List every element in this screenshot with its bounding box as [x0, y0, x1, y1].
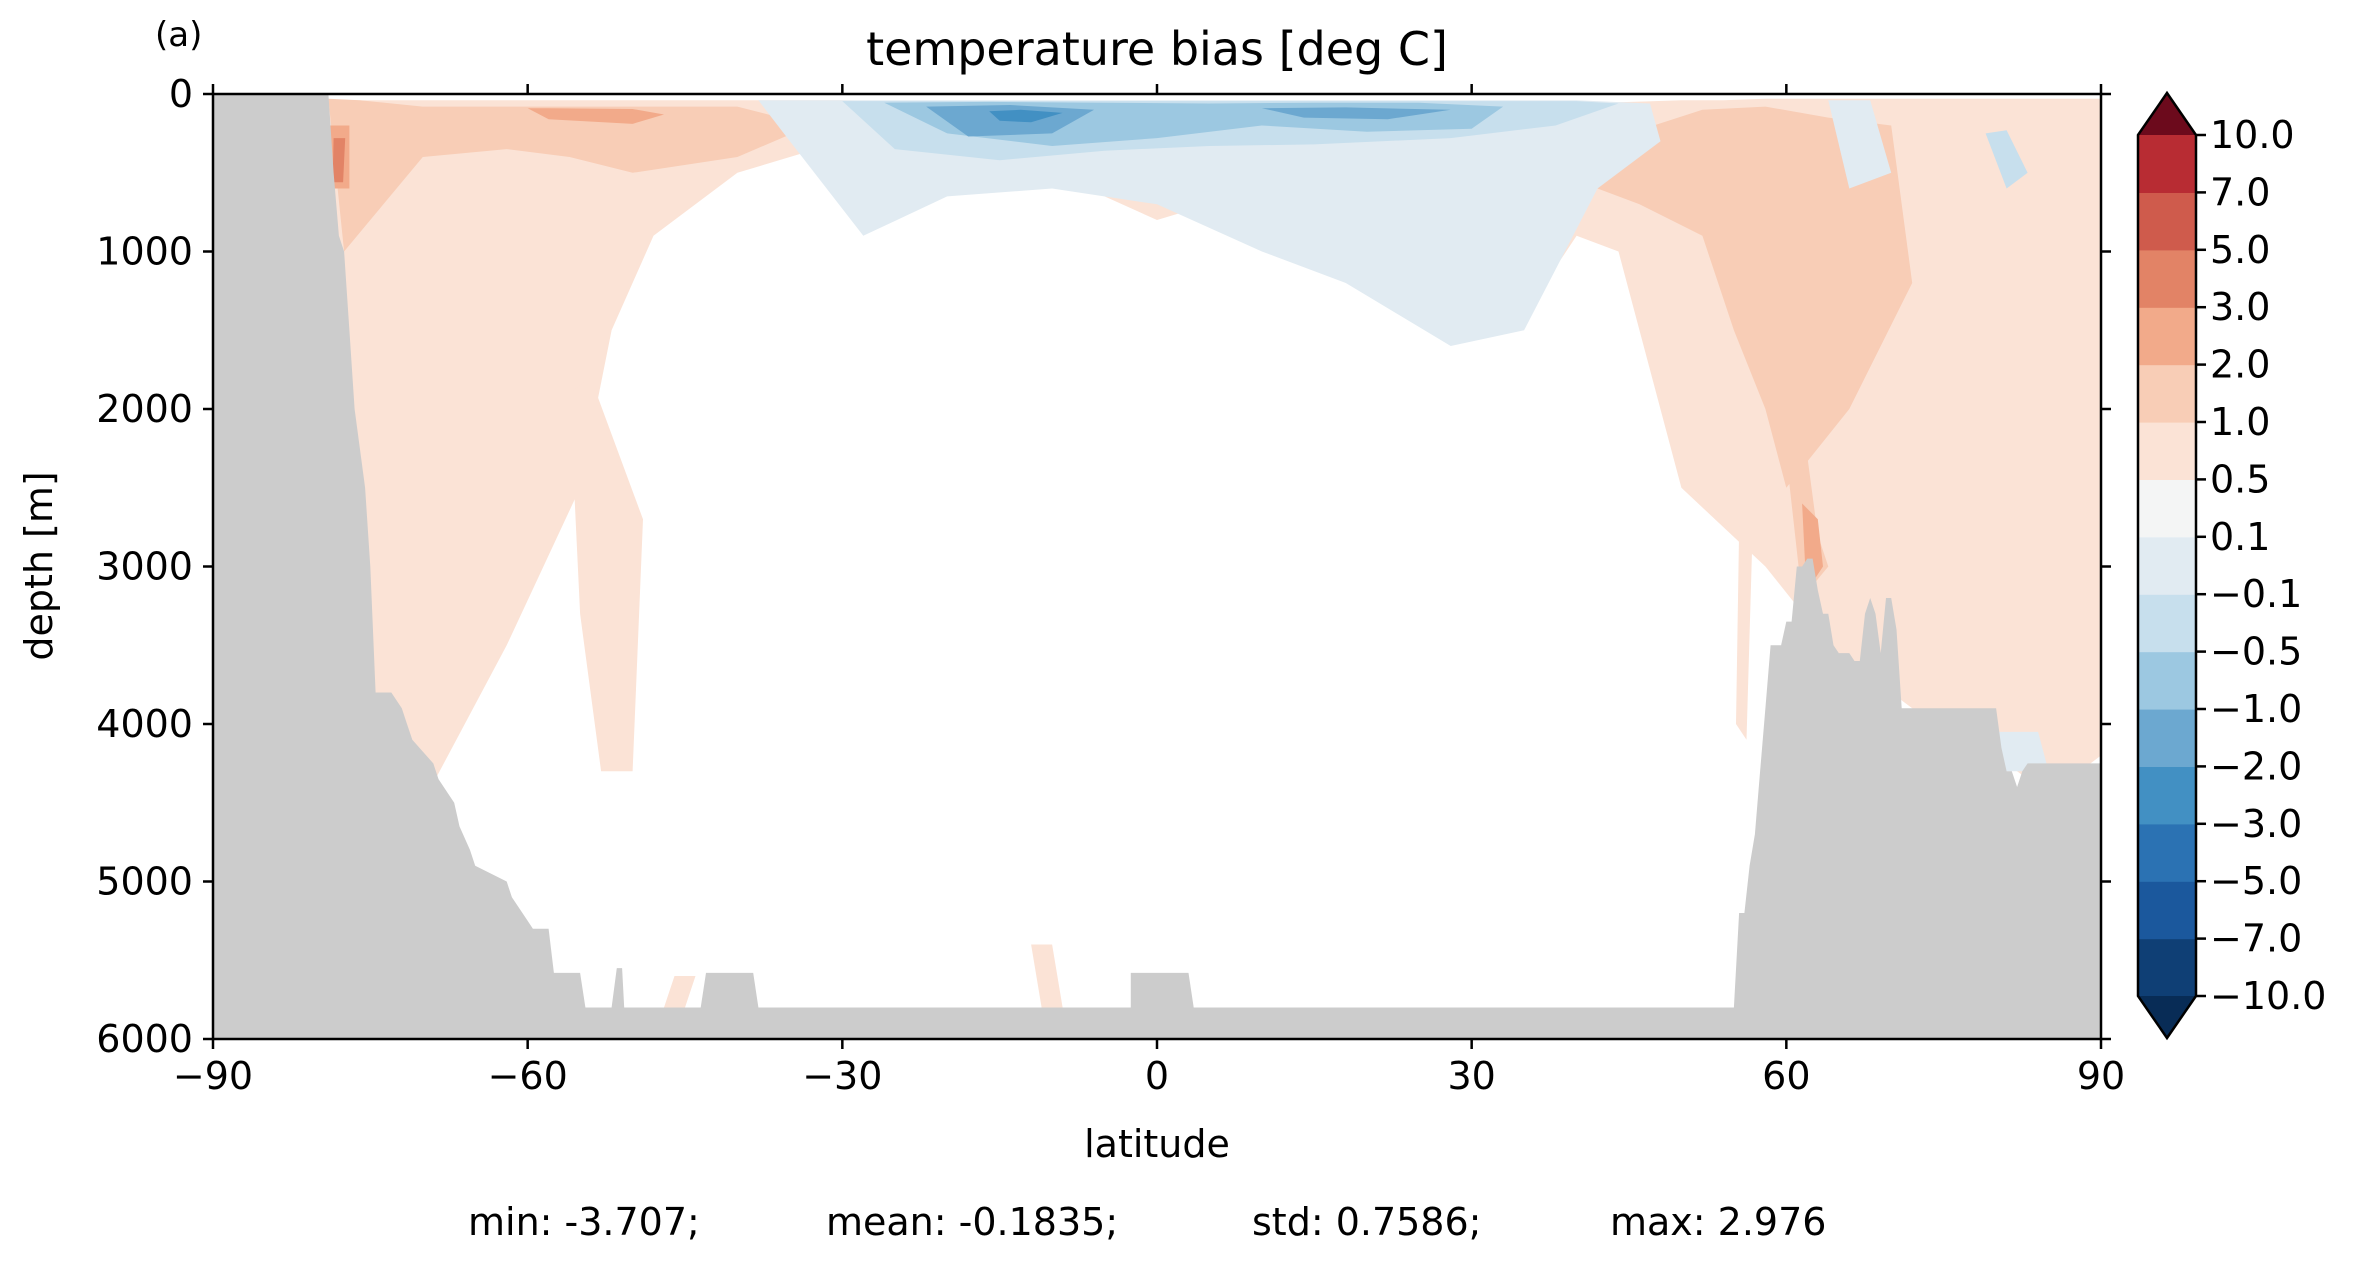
y-tick-label: 3000	[96, 545, 193, 589]
colorbar-tick-label: −1.0	[2210, 687, 2302, 731]
colorbar-extend-max	[2138, 93, 2196, 135]
colorbar-tick-label: 2.0	[2210, 343, 2270, 387]
colorbar-tick-label: 3.0	[2210, 285, 2270, 329]
colorbar-tick-label: −2.0	[2210, 744, 2302, 788]
colorbar-segment	[2138, 249, 2196, 308]
contour-region-1	[569, 377, 643, 772]
colorbar-segment	[2138, 307, 2196, 366]
colorbar-segment	[2138, 536, 2196, 595]
panel-label: (a)	[155, 15, 202, 55]
contour-region-11	[332, 138, 346, 183]
y-tick-label: 1000	[96, 230, 193, 274]
colorbar-tick-label: −3.0	[2210, 802, 2302, 846]
colorbar-tick-label: 0.5	[2210, 457, 2270, 501]
x-tick-label: 30	[1447, 1054, 1495, 1098]
stat-mean: mean: -0.1835;	[826, 1200, 1119, 1244]
colorbar-segment	[2138, 192, 2196, 251]
y-tick-label: 6000	[96, 1017, 193, 1061]
colorbar-tick-label: −0.1	[2210, 572, 2302, 616]
colorbar-extend-min	[2138, 996, 2196, 1038]
colorbar-segment	[2138, 364, 2196, 423]
colorbar-segment	[2138, 709, 2196, 767]
contour-region-6	[1576, 106, 1913, 488]
colorbar-tick-label: 7.0	[2210, 170, 2270, 214]
colorbar-segment	[2138, 766, 2196, 825]
colorbar-tick-label: 1.0	[2210, 400, 2270, 444]
contour-region-0	[296, 98, 2101, 929]
colorbar-segment	[2138, 881, 2196, 940]
contour-region-2	[664, 976, 696, 1008]
colorbar-tick-label: 0.1	[2210, 515, 2270, 559]
colorbar-segment	[2138, 938, 2196, 997]
y-tick-label: 2000	[96, 387, 193, 431]
contour-region-12	[758, 100, 1661, 346]
x-axis-label: latitude	[1084, 1122, 1230, 1166]
colorbar-segment	[2138, 594, 2196, 653]
contour-region-19	[1261, 107, 1451, 120]
plot-area	[213, 94, 2101, 1039]
contour-region-4	[1736, 330, 1758, 740]
y-tick-label: 4000	[96, 702, 193, 746]
y-axis-label: depth [m]	[17, 471, 61, 660]
x-axis: −90 −60 −30 0 30 60 90	[173, 84, 2125, 1098]
contour-region-9	[527, 108, 664, 124]
stat-max: max: 2.976	[1610, 1200, 1827, 1244]
x-tick-label: 90	[2077, 1054, 2125, 1098]
contour-region-13	[1828, 100, 1892, 189]
chart-title: temperature bias [deg C]	[866, 22, 1448, 76]
x-tick-label: −90	[173, 1054, 253, 1098]
colorbar-tick-label: 10.0	[2210, 113, 2295, 157]
contour-region-3	[1031, 944, 1063, 1008]
colorbar-segment	[2138, 479, 2196, 538]
colorbar-tick-label: −0.5	[2210, 630, 2302, 674]
temperature-bias-field	[296, 98, 2101, 1008]
y-tick-label: 0	[169, 72, 193, 116]
colorbar-segment	[2138, 823, 2196, 882]
colorbar-segment	[2138, 651, 2196, 710]
stat-std: std: 0.7586;	[1252, 1200, 1482, 1244]
colorbar-tick-label: −7.0	[2210, 917, 2302, 961]
colorbar-tick-label: 5.0	[2210, 228, 2270, 272]
colorbar-segment	[2138, 422, 2196, 480]
x-tick-label: 0	[1145, 1054, 1169, 1098]
x-tick-label: −30	[802, 1054, 882, 1098]
contour-region-20	[989, 109, 1063, 123]
contour-region-16	[1985, 130, 2028, 189]
contour-region-5	[328, 98, 811, 252]
x-tick-label: 60	[1762, 1054, 1810, 1098]
colorbar: −10.0 −7.0 −5.0 −3.0 −2.0 −1.0 −0.5 −0.1 0.1 0.5 1…	[2136, 90, 2326, 1041]
colorbar-segment	[2138, 135, 2196, 193]
stat-min: min: -3.707;	[468, 1200, 700, 1244]
y-axis: 0 1000 2000 3000 4000 5000 6000	[96, 72, 2111, 1061]
colorbar-tick-label: −5.0	[2210, 859, 2302, 903]
y-tick-label: 5000	[96, 860, 193, 904]
land-mask	[213, 94, 2101, 1039]
x-tick-label: −60	[488, 1054, 568, 1098]
colorbar-tick-label: −10.0	[2210, 974, 2326, 1018]
